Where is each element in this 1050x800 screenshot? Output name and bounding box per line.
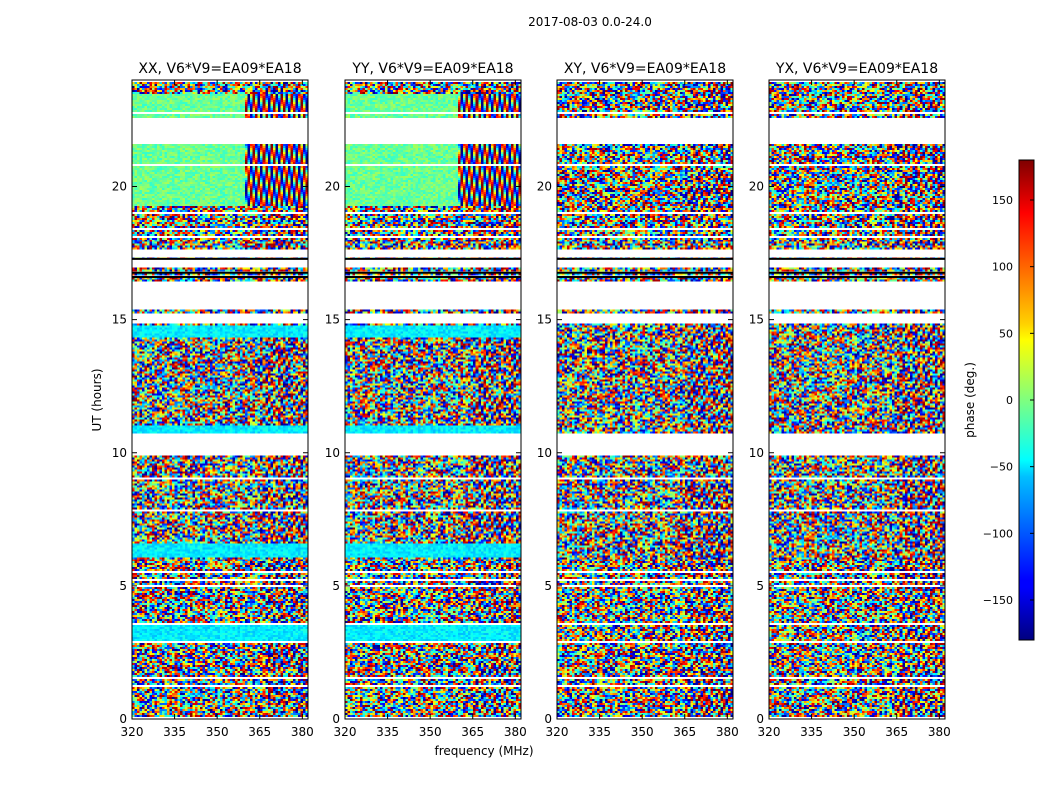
y-tick-label: 20 xyxy=(112,180,127,194)
colorbar: −150 −100 −50 0 50 100 150 xyxy=(983,159,1035,641)
y-tick-label: 20 xyxy=(537,180,552,194)
colorbar-tick-label: 0 xyxy=(1006,394,1013,407)
y-tick-label: 15 xyxy=(325,313,340,327)
panel-title: XX, V6*V9=EA09*EA18 xyxy=(138,61,301,77)
x-tick-label: 320 xyxy=(758,725,781,739)
y-tick-label: 0 xyxy=(119,712,127,726)
x-tick-label: 350 xyxy=(419,725,442,739)
y-axis-label: UT (hours) xyxy=(90,368,104,431)
colorbar-tick-label: −150 xyxy=(983,594,1013,607)
x-axis-label: frequency (MHz) xyxy=(434,744,533,758)
panel-title: YX, V6*V9=EA09*EA18 xyxy=(775,61,938,77)
panel-yy: YY, V6*V9=EA09*EA18 320 335 350 365 380 0 5 10 15… xyxy=(325,61,527,739)
axes-frame xyxy=(344,79,522,720)
y-tick-label: 10 xyxy=(112,446,127,460)
x-tick-label: 365 xyxy=(885,725,908,739)
y-tick-label: 15 xyxy=(112,313,127,327)
x-tick-label: 320 xyxy=(546,725,569,739)
colorbar-tick-label: 150 xyxy=(992,194,1013,207)
x-tick-label: 380 xyxy=(928,725,951,739)
x-tick-label: 365 xyxy=(248,725,271,739)
colorbar-label: phase (deg.) xyxy=(963,362,977,438)
panel-title: XY, V6*V9=EA09*EA18 xyxy=(564,61,726,77)
axes-frame xyxy=(768,79,946,720)
x-tick-label: 320 xyxy=(334,725,357,739)
x-tick-label: 335 xyxy=(588,725,611,739)
x-tick-label: 350 xyxy=(206,725,229,739)
x-tick-label: 335 xyxy=(376,725,399,739)
axes-frame xyxy=(556,79,734,720)
x-tick-label: 335 xyxy=(163,725,186,739)
x-tick-label: 380 xyxy=(716,725,739,739)
panel-xx: XX, V6*V9=EA09*EA18 320 335 350 365 380 0 5 10 15… xyxy=(112,61,314,739)
x-tick-label: 365 xyxy=(461,725,484,739)
x-tick-label: 335 xyxy=(800,725,823,739)
y-tick-label: 0 xyxy=(332,712,340,726)
y-tick-label: 0 xyxy=(544,712,552,726)
x-tick-label: 350 xyxy=(631,725,654,739)
colorbar-tick-label: 100 xyxy=(992,261,1013,274)
y-tick-label: 15 xyxy=(537,313,552,327)
y-tick-label: 15 xyxy=(749,313,764,327)
panel-xy: XY, V6*V9=EA09*EA18 320 335 350 365 380 0 5 10 15… xyxy=(537,61,739,739)
panels-group: XX, V6*V9=EA09*EA18 320 335 350 365 380 0 5 10 15… xyxy=(112,61,951,739)
panel-title: YY, V6*V9=EA09*EA18 xyxy=(351,61,513,77)
x-tick-label: 365 xyxy=(673,725,696,739)
heatmap-image xyxy=(132,80,308,719)
y-tick-label: 10 xyxy=(749,446,764,460)
y-tick-label: 0 xyxy=(756,712,764,726)
x-tick-label: 380 xyxy=(291,725,314,739)
y-tick-label: 5 xyxy=(119,579,127,593)
heatmap-image xyxy=(557,80,733,719)
x-tick-label: 350 xyxy=(843,725,866,739)
panel-yx: YX, V6*V9=EA09*EA18 320 335 350 365 380 0 5 10 15… xyxy=(749,61,951,739)
figure-title: 2017-08-03 0.0-24.0 xyxy=(528,15,652,29)
y-tick-label: 5 xyxy=(544,579,552,593)
x-tick-label: 380 xyxy=(504,725,527,739)
colorbar-tick-label: 50 xyxy=(999,327,1013,340)
heatmap-image xyxy=(345,80,521,719)
axes-frame xyxy=(131,79,309,720)
heatmap-image xyxy=(769,80,945,719)
y-tick-label: 20 xyxy=(325,180,340,194)
colorbar-tick-label: −100 xyxy=(983,527,1013,540)
x-tick-label: 320 xyxy=(121,725,144,739)
colorbar-tick-label: −50 xyxy=(990,461,1013,474)
y-tick-label: 5 xyxy=(332,579,340,593)
y-tick-label: 10 xyxy=(537,446,552,460)
y-tick-label: 10 xyxy=(325,446,340,460)
y-tick-label: 20 xyxy=(749,180,764,194)
y-tick-label: 5 xyxy=(756,579,764,593)
